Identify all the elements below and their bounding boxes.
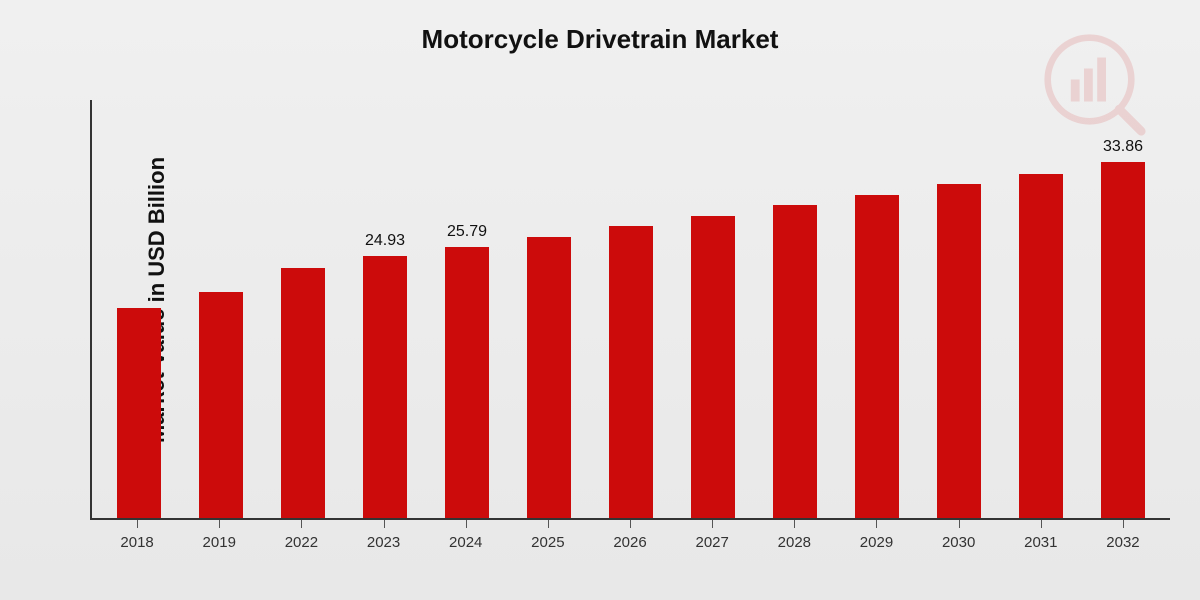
x-tick: 2019 [178,522,260,552]
x-tick-label: 2032 [1106,534,1139,551]
bar-value-label: 33.86 [1082,138,1164,156]
bar-slot [508,100,590,518]
x-tick-label: 2031 [1024,534,1057,551]
x-tick-label: 2028 [778,534,811,551]
bar [1019,174,1063,518]
bar [527,237,571,518]
x-tick-label: 2022 [285,534,318,551]
x-tick-label: 2024 [449,534,482,551]
bar-value-label: 24.93 [344,232,426,250]
bar-slot [1000,100,1082,518]
bar-value-label: 25.79 [426,223,508,241]
bar [609,226,653,518]
bar [445,247,489,518]
bar [363,256,407,518]
bar-slot [672,100,754,518]
bars-container: 24.9325.79 33.86 [92,100,1170,518]
x-tick-label: 2030 [942,534,975,551]
x-tick: 2025 [507,522,589,552]
bar-slot [98,100,180,518]
x-tick: 2032 [1082,522,1164,552]
bar-slot [180,100,262,518]
x-tick: 2023 [342,522,424,552]
bar [1101,162,1145,518]
bar [691,216,735,518]
x-tick-label: 2019 [203,534,236,551]
plot-area: 24.9325.79 33.86 [90,100,1170,520]
bar [199,292,243,518]
bar-slot [836,100,918,518]
x-tick: 2027 [671,522,753,552]
x-tick-label: 2023 [367,534,400,551]
x-tick: 2031 [1000,522,1082,552]
bar [773,205,817,518]
x-tick-label: 2018 [120,534,153,551]
x-tick: 2026 [589,522,671,552]
bar-slot [262,100,344,518]
chart-title: Motorcycle Drivetrain Market [0,24,1200,55]
x-tick: 2030 [918,522,1000,552]
x-tick: 2024 [425,522,507,552]
bar-slot [590,100,672,518]
bar-slot [918,100,1000,518]
x-tick: 2018 [96,522,178,552]
x-tick-label: 2027 [695,534,728,551]
bar-slot: 33.86 [1082,100,1164,518]
x-tick-label: 2029 [860,534,893,551]
bar-slot [754,100,836,518]
x-axis: 2018 2019 2022 2023 2024 2025 2026 2027 2028 2029… [90,522,1170,552]
x-tick-label: 2025 [531,534,564,551]
bar [855,195,899,518]
bar-slot: 25.79 [426,100,508,518]
x-tick: 2029 [835,522,917,552]
bar-slot: 24.93 [344,100,426,518]
bar [117,308,161,518]
x-tick: 2022 [260,522,342,552]
bar [281,268,325,518]
x-tick-label: 2026 [613,534,646,551]
x-tick: 2028 [753,522,835,552]
bar [937,184,981,518]
